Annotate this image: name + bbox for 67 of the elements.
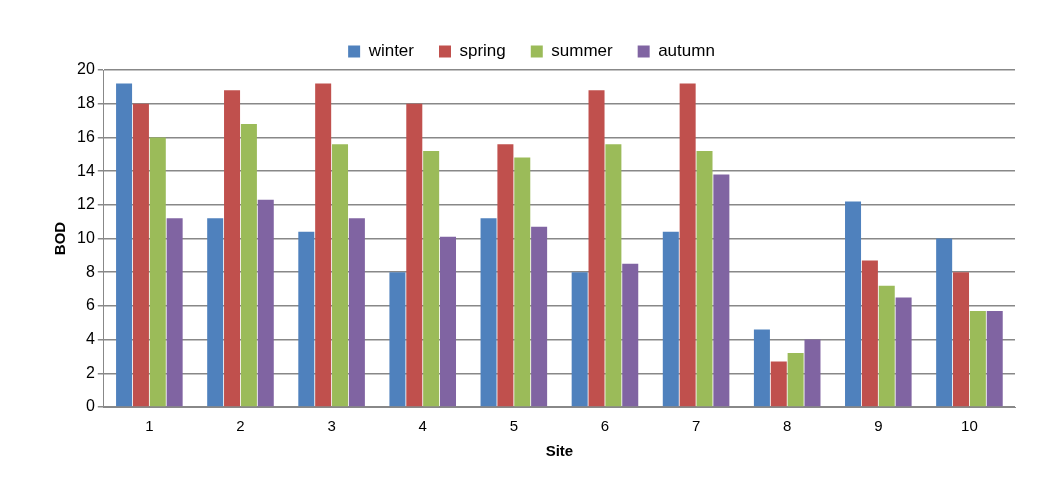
bar [423,150,440,407]
bar [257,199,274,407]
x-tick-label: 6 [600,417,610,435]
y-tick-label: 14 [77,161,95,179]
bar [166,218,183,407]
bar [240,123,257,407]
bar [298,231,315,407]
bar [787,353,804,407]
y-tick-label: 0 [85,397,95,415]
bar [531,226,548,407]
bar [332,144,349,407]
y-tick-label: 4 [85,330,95,348]
bar [497,144,514,407]
bar [845,201,862,407]
bar [895,297,912,407]
bar [770,361,787,407]
bar [149,137,166,407]
bar [116,83,133,407]
bar [713,174,730,407]
bar [953,272,970,407]
bar [753,329,770,407]
bar [480,218,497,407]
bar [207,218,224,407]
y-tick-label: 6 [85,296,95,314]
bar [878,285,895,407]
bar [571,272,588,407]
bar [132,103,149,407]
y-tick-label: 10 [77,228,95,246]
x-tick-label: 1 [145,417,154,435]
bar [315,83,332,407]
x-tick-label: 3 [327,417,336,435]
bar [936,238,953,407]
bar [986,310,1003,407]
x-tick-label: 8 [783,417,792,435]
bar [389,272,406,407]
bar [679,83,696,407]
x-tick-label: 7 [691,417,701,435]
bar [440,236,457,407]
bar [861,260,878,407]
y-tick-label: 12 [77,195,95,213]
x-tick-label: 5 [509,417,519,435]
legend-label: autumn [658,41,715,61]
y-axis-title: BOD [51,221,69,256]
x-tick-label: 9 [874,417,883,435]
x-axis-title: Site [545,442,574,460]
x-tick-label: 4 [418,417,427,435]
bar [588,90,605,407]
bar [514,157,531,407]
bar [969,310,986,407]
bar [696,150,713,407]
y-tick-label: 2 [85,363,95,381]
x-tick-label: 2 [236,417,245,435]
y-tick-label: 20 [77,60,95,78]
x-tick-label: 10 [961,417,978,435]
bar [605,144,622,407]
bar [804,339,821,407]
bar [406,103,423,407]
bar [662,231,679,407]
legend-label: summer [551,41,614,61]
bar [622,263,639,407]
y-tick-label: 8 [85,262,95,280]
bar [348,218,365,407]
y-tick-label: 16 [77,127,95,145]
y-tick-label: 18 [77,94,95,112]
bar [224,90,241,407]
legend-label: spring [459,41,506,61]
legend-label: winter [367,41,415,61]
